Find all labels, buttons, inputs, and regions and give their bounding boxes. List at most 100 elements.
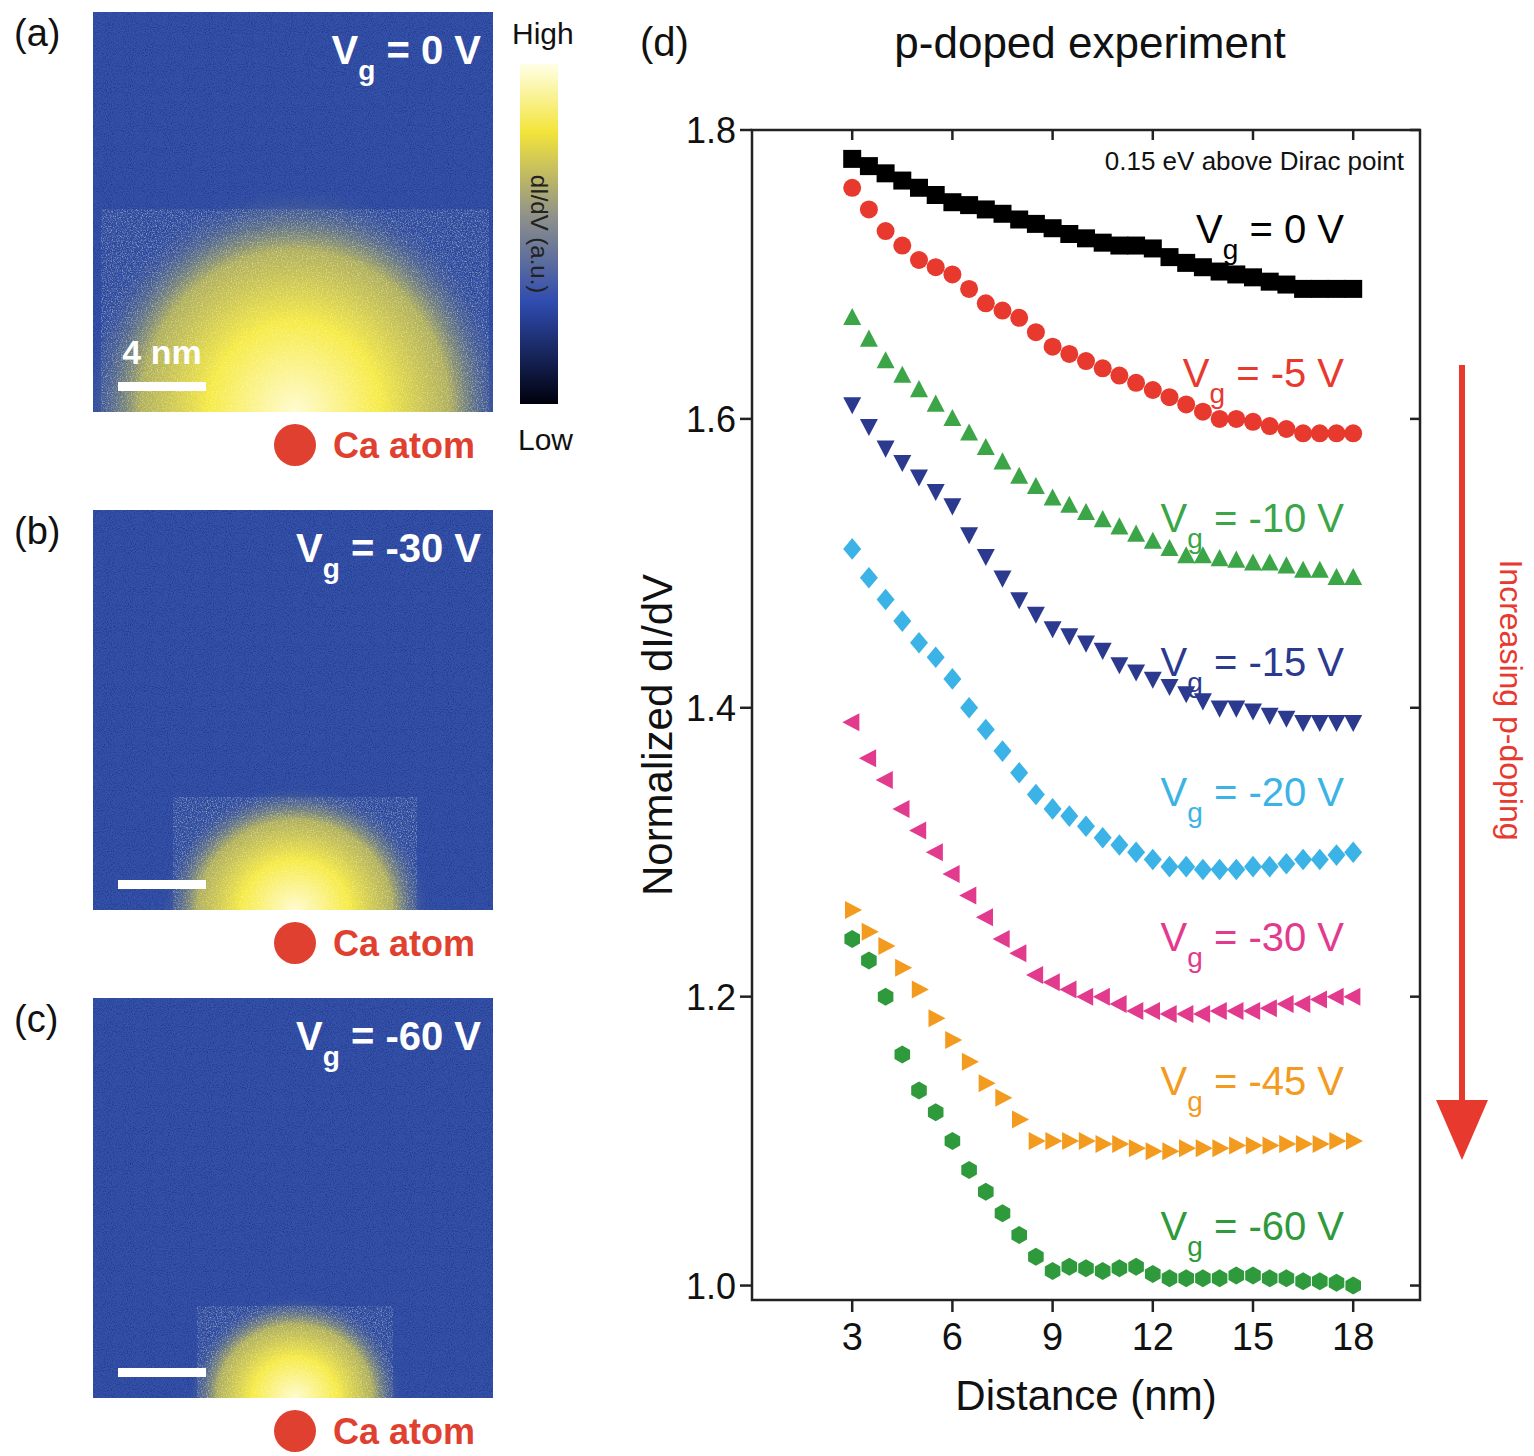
- series: [843, 308, 1362, 585]
- data-point: [1277, 276, 1295, 294]
- data-point: [1229, 1266, 1245, 1284]
- data-point: [877, 222, 895, 240]
- data-point: [1096, 1135, 1113, 1153]
- map-title: Vg = 0 V: [332, 28, 482, 86]
- data-point: [927, 395, 945, 412]
- data-point: [1293, 995, 1310, 1013]
- colorbar-high: High: [512, 17, 574, 50]
- data-point: [1161, 539, 1179, 556]
- data-point: [877, 164, 895, 182]
- data-point: [1277, 711, 1295, 728]
- data-point: [1011, 1226, 1027, 1244]
- data-point: [1060, 805, 1078, 827]
- data-point: [1311, 561, 1329, 578]
- chart-title: p-doped experiment: [894, 18, 1285, 67]
- data-point: [1044, 621, 1062, 638]
- data-point: [1009, 944, 1026, 962]
- data-point: [977, 438, 995, 455]
- data-point: [945, 1031, 962, 1049]
- map-speckle: [174, 798, 417, 911]
- data-point: [1044, 219, 1062, 237]
- data-point: [943, 865, 960, 883]
- data-point: [1311, 424, 1329, 442]
- data-point: [1262, 1269, 1278, 1287]
- data-point: [1145, 1265, 1161, 1283]
- data-point: [1161, 856, 1179, 878]
- data-point: [927, 258, 945, 276]
- data-point: [994, 571, 1012, 588]
- data-point: [1211, 701, 1229, 718]
- data-point: [876, 771, 893, 789]
- data-point: [910, 179, 928, 197]
- data-point: [976, 908, 993, 926]
- map-panel: (b)Vg = -30 VCa atom: [14, 510, 493, 1035]
- data-point: [929, 1009, 946, 1027]
- data-point: [960, 280, 978, 298]
- data-point: [843, 150, 861, 168]
- data-point: [1110, 995, 1127, 1013]
- data-point: [1027, 477, 1045, 494]
- data-point: [1127, 841, 1145, 863]
- data-point: [1294, 424, 1312, 442]
- colorbar: [520, 64, 558, 404]
- data-point: [878, 988, 894, 1006]
- map-image: [93, 510, 493, 910]
- data-point: [1143, 1002, 1160, 1020]
- data-point: [1094, 359, 1112, 377]
- y-tick: [740, 129, 752, 132]
- data-point: [1079, 1132, 1096, 1150]
- atom-label: Ca atom: [333, 1411, 475, 1452]
- series: [844, 930, 1361, 1295]
- data-point: [1110, 237, 1128, 255]
- x-tick: [1352, 1300, 1355, 1312]
- data-point: [995, 1204, 1011, 1222]
- data-point: [1294, 280, 1312, 298]
- data-point: [1010, 309, 1028, 327]
- scale-bar: [118, 1368, 206, 1377]
- data-point: [927, 484, 945, 501]
- data-point: [1246, 1136, 1263, 1154]
- series: [843, 150, 1362, 298]
- data-point: [1227, 265, 1245, 283]
- data-point: [1010, 467, 1028, 484]
- data-point: [1010, 762, 1028, 784]
- data-point: [1144, 532, 1162, 549]
- scale-bar: [118, 880, 206, 889]
- data-point: [1211, 549, 1229, 566]
- x-tick-top: [1352, 130, 1355, 140]
- y-tick-right: [1410, 129, 1420, 132]
- data-point: [1027, 323, 1045, 341]
- data-point: [1144, 849, 1162, 871]
- x-tick-top: [851, 130, 854, 140]
- data-point: [910, 632, 928, 654]
- data-point: [1177, 254, 1195, 272]
- data-point: [1127, 525, 1145, 542]
- data-point: [1296, 1135, 1313, 1153]
- map-title: Vg = -30 V: [296, 526, 481, 584]
- data-point: [1261, 417, 1279, 435]
- data-point: [994, 452, 1012, 469]
- data-point: [860, 157, 878, 175]
- map-glow: [160, 785, 430, 910]
- series: [845, 901, 1363, 1160]
- data-point: [1127, 374, 1145, 392]
- data-point: [1311, 849, 1329, 871]
- data-point: [1313, 1135, 1330, 1153]
- x-axis-title: Distance (nm): [955, 1372, 1216, 1419]
- data-point: [1077, 815, 1095, 837]
- x-tick-top: [951, 130, 954, 140]
- data-point: [1112, 1135, 1129, 1153]
- data-point: [1045, 1132, 1062, 1150]
- data-point: [945, 1132, 961, 1150]
- data-point: [1244, 703, 1262, 720]
- data-point: [1146, 1142, 1163, 1160]
- data-point: [1277, 420, 1295, 438]
- data-point: [843, 397, 861, 414]
- data-point: [1028, 1248, 1044, 1266]
- data-point: [1344, 424, 1362, 442]
- data-point: [1226, 1002, 1243, 1020]
- data-point: [943, 193, 961, 211]
- series: [843, 538, 1362, 880]
- data-point: [1212, 1139, 1229, 1157]
- data-point: [1229, 1136, 1246, 1154]
